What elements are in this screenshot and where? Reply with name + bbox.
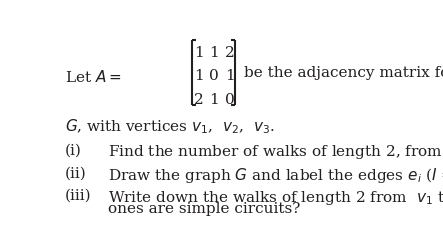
Text: $G$, with vertices $v_1$,  $v_2$,  $v_3$.: $G$, with vertices $v_1$, $v_2$, $v_3$.	[65, 117, 274, 136]
Text: (ii): (ii)	[65, 166, 86, 181]
Text: Let $A=$: Let $A=$	[65, 69, 121, 86]
Text: ones are simple circuits?: ones are simple circuits?	[108, 202, 300, 216]
Text: (i): (i)	[65, 143, 82, 157]
Text: 2: 2	[225, 46, 235, 60]
Text: 1: 1	[210, 93, 219, 107]
Text: 2: 2	[194, 93, 204, 107]
Text: 1: 1	[225, 69, 235, 84]
Text: 1: 1	[194, 46, 204, 60]
Text: 0: 0	[225, 93, 235, 107]
Text: Find the number of walks of length 2, from $v_1$ to $v_1$?: Find the number of walks of length 2, fr…	[108, 143, 443, 161]
Text: Write down the walks of length 2 from  $v_1$ to $v_1$. Which: Write down the walks of length 2 from $v…	[108, 189, 443, 207]
Text: 0: 0	[210, 69, 219, 84]
Text: be the adjacency matrix for the graph: be the adjacency matrix for the graph	[245, 66, 443, 80]
Text: 1: 1	[210, 46, 219, 60]
Text: Draw the graph $G$ and label the edges $e_i$ ($I$ = 1, 2, 3, ...): Draw the graph $G$ and label the edges $…	[108, 166, 443, 185]
Text: (iii): (iii)	[65, 189, 91, 203]
Text: 1: 1	[194, 69, 204, 84]
